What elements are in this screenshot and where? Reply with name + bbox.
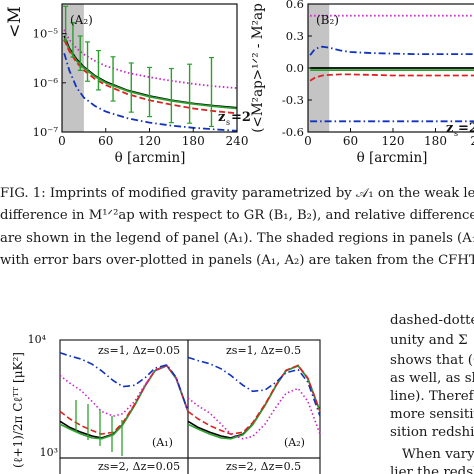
panel-redshift-label: zs=2, Δz=0.05 [98, 460, 180, 473]
x-axis-label: θ [arcmin] [357, 150, 428, 166]
panel-redshift-label: zs=2, Δz=0.5 [226, 460, 301, 473]
y-tick-label: -0.3 [282, 93, 304, 107]
panel-redshift-label: zs=1, Δz=0.5 [226, 344, 301, 357]
y-tick-label: 0.6 [286, 0, 304, 11]
x-tick-label: 180 [424, 134, 447, 148]
series-line [59, 364, 189, 417]
x-tick-label: 24 [470, 134, 474, 148]
x-tick-label: 60 [343, 134, 358, 148]
y-tick-label: 10⁻⁶ [33, 76, 59, 90]
x-tick-label: 120 [138, 134, 161, 148]
x-tick-label: 180 [182, 134, 205, 148]
x-tick-label: 120 [382, 134, 405, 148]
svg-text:s: s [226, 118, 230, 127]
body-text-line: sition redshif [390, 425, 474, 440]
y-axis-label: <M [5, 6, 25, 38]
caption-line: difference in M¹ᐟ²ap with respect to GR … [0, 208, 474, 223]
body-text-line: unity and Σ [390, 333, 468, 348]
x-tick-label: 0 [58, 134, 66, 148]
svg-text:z: z [218, 110, 225, 125]
y-tick-label: 0.3 [286, 29, 304, 43]
series-line [187, 364, 321, 440]
panel-label: (A₁) [152, 436, 173, 449]
x-tick-label: 60 [98, 134, 113, 148]
body-text-line: lier the redsh [390, 465, 474, 474]
body-text-line: as well, as sh [390, 371, 474, 386]
series-line [309, 73, 474, 82]
series-line [63, 52, 238, 132]
y-tick-label: 10⁻⁵ [33, 27, 59, 41]
y-tick-label: 0.0 [286, 61, 304, 75]
redshift-label: z s =2 [446, 121, 474, 138]
series-line [59, 364, 189, 440]
y-axis-label: (ℓ+1)/2π Cℓᵀᵀ [μK²] [11, 352, 25, 468]
figure-2: 10⁴ 10³ (ℓ+1)/2π Cℓᵀᵀ [μK²] zs=1, Δz=0.0… [11, 333, 321, 474]
body-text-line: line). Therefo [390, 389, 474, 404]
body-text-line: When vary [402, 447, 474, 462]
body-text-line: dashed-dotte [390, 313, 474, 328]
series-line [59, 352, 189, 412]
panel-redshift-label: zs=1, Δz=0.05 [98, 344, 180, 357]
svg-text:z: z [446, 121, 453, 136]
svg-text:s: s [454, 129, 458, 138]
y-tick-label: 10³ [40, 446, 58, 459]
series-line [59, 364, 189, 439]
series-line [63, 29, 238, 89]
y-tick-label: 10⁻⁷ [33, 125, 59, 139]
caption-line: with error bars over-plotted in panels (… [0, 253, 474, 268]
series-line [309, 45, 474, 56]
svg-text:=2: =2 [458, 121, 474, 136]
series-line [63, 39, 238, 115]
body-text-line: shows that (Φ [390, 353, 474, 368]
panel-a2: 0 60 120 180 240 10⁻⁵ 10⁻⁶ 10⁻⁷ (A₂) <M θ [arcm… [5, 3, 251, 166]
panel-label: (A₂) [70, 13, 93, 27]
caption-line: are shown in the legend of panel (A₁). T… [0, 231, 474, 246]
panel-label: (A₂) [284, 436, 305, 449]
body-text-line: more sensitiv [390, 407, 474, 422]
series-line [187, 364, 321, 435]
series-line [187, 364, 321, 439]
series-line [187, 356, 321, 417]
y-axis-label: (<M²ap>¹ᐟ² - M²ap [250, 3, 266, 132]
panel-label: (B₂) [316, 13, 339, 27]
y-tick-label: -0.6 [282, 125, 304, 139]
x-tick-label: 240 [226, 134, 249, 148]
svg-text:=2: =2 [231, 110, 251, 125]
x-axis-label: θ [arcmin] [115, 150, 186, 166]
caption-line: FIG. 1: Imprints of modified gravity par… [0, 186, 474, 201]
x-tick-label: 0 [304, 134, 312, 148]
redshift-label: z s =2 [218, 110, 251, 127]
panel-b2: 0 60 120 180 24 0.6 0.3 0.0 -0.3 -0.6 (B₂) (<M²ap… [250, 0, 474, 166]
fig2-panel-b2 [187, 457, 321, 474]
y-tick-label: 10⁴ [28, 333, 47, 346]
